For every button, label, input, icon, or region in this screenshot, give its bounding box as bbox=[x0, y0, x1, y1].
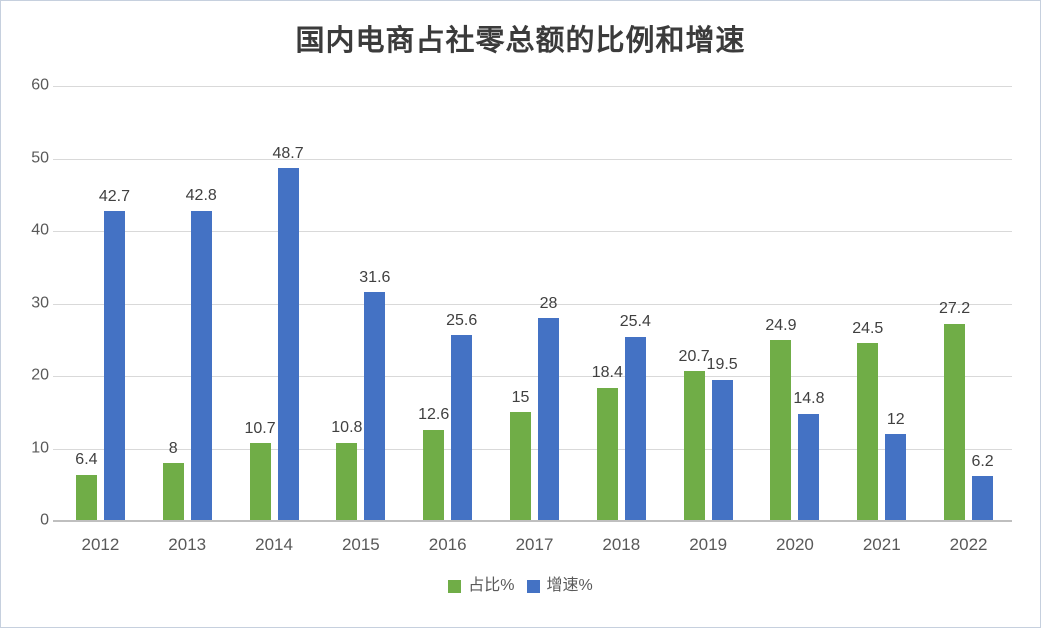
bar-增速%-2012 bbox=[103, 211, 125, 521]
data-label-占比%-2022: 27.2 bbox=[939, 300, 971, 318]
bar-增速%-2020 bbox=[798, 413, 820, 521]
x-tick-label-2020: 2020 bbox=[776, 535, 814, 554]
x-tick-label-2017: 2017 bbox=[515, 535, 554, 554]
bar-增速%-2013 bbox=[190, 210, 212, 521]
bar-增速%-2022 bbox=[972, 476, 994, 521]
legend-label: 占比% bbox=[468, 577, 515, 594]
x-tick-label-2022: 2022 bbox=[949, 535, 988, 554]
data-label-增速%-2015: 31.6 bbox=[359, 268, 391, 286]
data-label-增速%-2014: 48.7 bbox=[272, 144, 304, 162]
x-tick-label-2013: 2013 bbox=[168, 535, 207, 554]
x-tick-label-2021: 2021 bbox=[862, 535, 901, 554]
x-tick-label-2014: 2014 bbox=[255, 535, 293, 554]
bar-增速%-2014 bbox=[277, 167, 299, 521]
y-tick-label-20: 20 bbox=[31, 366, 49, 384]
bar-占比%-2017 bbox=[510, 412, 531, 521]
x-axis-line bbox=[53, 520, 1012, 522]
data-label-占比%-2012: 6.4 bbox=[75, 451, 98, 469]
bar-增速%-2019 bbox=[711, 379, 733, 521]
y-tick-label-30: 30 bbox=[31, 294, 49, 312]
bar-增速%-2015 bbox=[364, 291, 386, 521]
data-label-增速%-2022: 6.2 bbox=[971, 452, 994, 470]
legend-swatch-icon bbox=[448, 579, 462, 593]
bar-占比%-2022 bbox=[944, 323, 966, 521]
bar-占比%-2015 bbox=[336, 442, 358, 521]
data-label-占比%-2020: 24.9 bbox=[765, 317, 797, 335]
legend-swatch-icon bbox=[526, 579, 540, 593]
x-tick-label-2016: 2016 bbox=[428, 535, 467, 554]
y-tick-label-10: 10 bbox=[31, 439, 49, 457]
bar-占比%-2014 bbox=[249, 443, 271, 521]
x-tick-label-2015: 2015 bbox=[341, 535, 380, 554]
bar-占比%-2016 bbox=[423, 429, 445, 521]
legend-label: 增速% bbox=[546, 577, 593, 594]
data-label-增速%-2013: 42.8 bbox=[185, 187, 217, 205]
bar-增速%-2016 bbox=[451, 335, 473, 521]
gridline-10 bbox=[53, 448, 1012, 450]
bar-占比%-2019 bbox=[683, 370, 705, 521]
gridline-30 bbox=[53, 303, 1012, 305]
legend-item-占比%: 占比% bbox=[448, 577, 515, 594]
bar-占比%-2020 bbox=[770, 340, 792, 521]
data-label-占比%-2014: 10.7 bbox=[244, 420, 276, 438]
bar-占比%-2013 bbox=[162, 463, 184, 521]
gridline-60 bbox=[53, 86, 1012, 87]
bar-占比%-2021 bbox=[857, 343, 879, 521]
data-label-占比%-2017: 15 bbox=[511, 388, 530, 406]
y-tick-label-60: 60 bbox=[31, 76, 49, 94]
y-tick-label-50: 50 bbox=[31, 149, 49, 167]
data-label-增速%-2019: 19.5 bbox=[706, 356, 738, 374]
data-label-增速%-2012: 42.7 bbox=[98, 188, 130, 206]
data-label-增速%-2018: 25.4 bbox=[619, 313, 651, 331]
legend-item-增速%: 增速% bbox=[526, 577, 593, 594]
y-tick-label-0: 0 bbox=[40, 511, 49, 529]
data-label-增速%-2021: 12 bbox=[886, 410, 905, 428]
x-tick-label-2012: 2012 bbox=[81, 535, 120, 554]
data-label-占比%-2018: 18.4 bbox=[591, 364, 623, 382]
data-label-占比%-2015: 10.8 bbox=[331, 419, 363, 437]
data-label-增速%-2020: 14.8 bbox=[793, 390, 825, 408]
y-tick-label-40: 40 bbox=[31, 221, 49, 239]
chart-title: 国内电商占社零总额的比例和增速 bbox=[295, 25, 746, 57]
legend: 占比% 增速% bbox=[1, 578, 1040, 594]
plot-area: 0 10 20 30 40 50 60 6.4 42.7 8 42.8 10.7 48.7 10.8 31… bbox=[31, 77, 1012, 554]
x-tick-label-2019: 2019 bbox=[689, 535, 728, 554]
bar-增速%-2017 bbox=[538, 318, 559, 521]
gridline-40 bbox=[53, 231, 1012, 232]
data-label-占比%-2021: 24.5 bbox=[852, 319, 884, 337]
gridline-20 bbox=[53, 376, 1012, 377]
data-label-增速%-2017: 28 bbox=[539, 294, 558, 312]
bar-占比%-2012 bbox=[75, 474, 97, 521]
data-label-增速%-2016: 25.6 bbox=[446, 312, 478, 330]
data-label-占比%-2019: 20.7 bbox=[678, 347, 710, 365]
data-label-占比%-2013: 8 bbox=[168, 439, 178, 457]
data-label-占比%-2016: 12.6 bbox=[418, 406, 450, 424]
x-tick-label-2018: 2018 bbox=[602, 535, 641, 554]
bar-增速%-2021 bbox=[885, 434, 907, 521]
bar-占比%-2018 bbox=[596, 387, 618, 521]
gridline-50 bbox=[53, 158, 1012, 160]
bar-增速%-2018 bbox=[624, 336, 646, 521]
